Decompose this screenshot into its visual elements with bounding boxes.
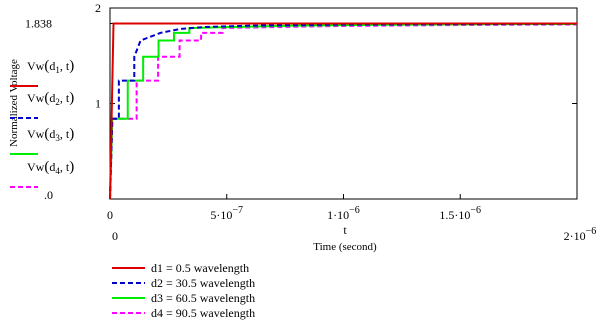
x-axis-variable: t: [343, 223, 347, 237]
series-line-d2: [109, 22, 578, 200]
x-tick-label: 1·10−6: [327, 205, 360, 222]
x-tick-label: 1.5·10−6: [439, 205, 481, 222]
legend-label: d3 = 60.5 wavelength: [151, 291, 255, 305]
legend-label: d4 = 90.5 wavelength: [151, 306, 255, 320]
x-min-label: 0: [112, 229, 118, 243]
axis-labels: Normalized Voltage t Time (second) 2 .0 …: [8, 1, 596, 253]
legend-label: d2 = 30.5 wavelength: [151, 276, 255, 290]
x-tick-label: 5·10−7: [210, 205, 243, 222]
y-tick-label: 1: [95, 97, 101, 111]
trace-label: Vw(d1, t): [27, 58, 74, 75]
y-tick-label: 1.838: [25, 16, 52, 30]
x-max-label: 2·10−6: [564, 226, 597, 243]
trace-label: Vw(d2, t): [27, 90, 74, 107]
y-axis-label: Normalized Voltage: [8, 59, 20, 147]
trace-labels: Vw(d1, t) Vw(d2, t) Vw(d3, t) Vw(d4, t): [10, 58, 74, 188]
plot-area: [109, 7, 578, 200]
x-tick-label: 0: [107, 208, 113, 222]
y-min-label: .0: [44, 188, 53, 202]
series-line-d1: [109, 22, 577, 200]
trace-label: Vw(d4, t): [27, 159, 74, 176]
legend-label: d1 = 0.5 wavelength: [151, 261, 249, 275]
y-max-label: 2: [95, 1, 101, 15]
x-axis-label: Time (second): [313, 241, 377, 253]
series-layer: [109, 22, 578, 200]
trace-label: Vw(d3, t): [27, 126, 74, 143]
